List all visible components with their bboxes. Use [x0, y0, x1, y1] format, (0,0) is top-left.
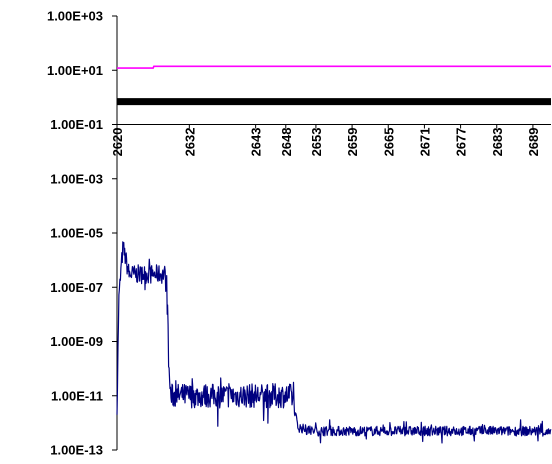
- x-tick-label: 2648: [279, 128, 294, 157]
- y-tick-label: 1.00E-01: [50, 117, 103, 132]
- x-tick-label: 2677: [454, 128, 469, 157]
- y-tick-label: 1.00E-07: [50, 280, 103, 295]
- series-line-3: [116, 241, 552, 444]
- y-tick-label: 1.00E-03: [50, 171, 103, 186]
- y-tick-label: 1.00E-09: [50, 334, 103, 349]
- x-tick-label: 2689: [526, 128, 541, 157]
- x-tick-label: 2665: [381, 128, 396, 157]
- x-axis: 2620 2632 2643 2648 2653 2659 2665 2671 2677 2683…: [110, 124, 551, 157]
- y-axis: 1.00E+03 1.00E+01 1.00E-01 1.00E-03 1.00E-05…: [47, 9, 118, 458]
- series-line-1: [117, 65, 551, 69]
- y-tick-label: 1.00E-05: [50, 226, 103, 241]
- x-tick-label: 2620: [110, 128, 125, 157]
- y-tick-label: 1.00E-11: [51, 388, 103, 403]
- x-tick-label: 2643: [249, 128, 264, 157]
- y-tick-label: 1.00E+03: [47, 9, 103, 24]
- y-tick-label: 1.00E+01: [47, 63, 103, 78]
- x-tick-label: 2659: [345, 128, 360, 157]
- x-tick-label: 2653: [309, 128, 324, 157]
- series-layer: [116, 65, 552, 444]
- x-tick-label: 2632: [182, 128, 197, 157]
- y-tick-label: 1.00E-13: [50, 443, 103, 458]
- x-tick-label: 2683: [490, 128, 505, 157]
- x-tick-label: 2671: [417, 128, 432, 157]
